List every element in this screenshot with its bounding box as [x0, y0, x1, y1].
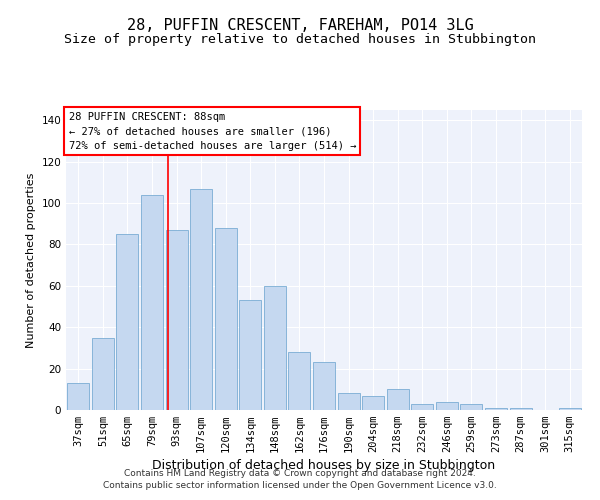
X-axis label: Distribution of detached houses by size in Stubbington: Distribution of detached houses by size … — [152, 460, 496, 472]
Bar — [215, 228, 237, 410]
Text: 28, PUFFIN CRESCENT, FAREHAM, PO14 3LG: 28, PUFFIN CRESCENT, FAREHAM, PO14 3LG — [127, 18, 473, 32]
Bar — [264, 286, 286, 410]
Y-axis label: Number of detached properties: Number of detached properties — [26, 172, 36, 348]
Text: Contains HM Land Registry data © Crown copyright and database right 2024.: Contains HM Land Registry data © Crown c… — [124, 468, 476, 477]
Bar — [190, 188, 212, 410]
Bar — [116, 234, 139, 410]
Bar — [460, 404, 482, 410]
Bar — [509, 408, 532, 410]
Bar — [559, 408, 581, 410]
Bar — [411, 404, 433, 410]
Bar — [485, 408, 507, 410]
Bar — [313, 362, 335, 410]
Text: 28 PUFFIN CRESCENT: 88sqm
← 27% of detached houses are smaller (196)
72% of semi: 28 PUFFIN CRESCENT: 88sqm ← 27% of detac… — [68, 112, 356, 151]
Bar — [289, 352, 310, 410]
Bar — [141, 195, 163, 410]
Bar — [386, 390, 409, 410]
Bar — [67, 383, 89, 410]
Bar — [362, 396, 384, 410]
Bar — [166, 230, 188, 410]
Bar — [92, 338, 114, 410]
Text: Size of property relative to detached houses in Stubbington: Size of property relative to detached ho… — [64, 32, 536, 46]
Bar — [239, 300, 262, 410]
Bar — [436, 402, 458, 410]
Bar — [338, 394, 359, 410]
Text: Contains public sector information licensed under the Open Government Licence v3: Contains public sector information licen… — [103, 481, 497, 490]
